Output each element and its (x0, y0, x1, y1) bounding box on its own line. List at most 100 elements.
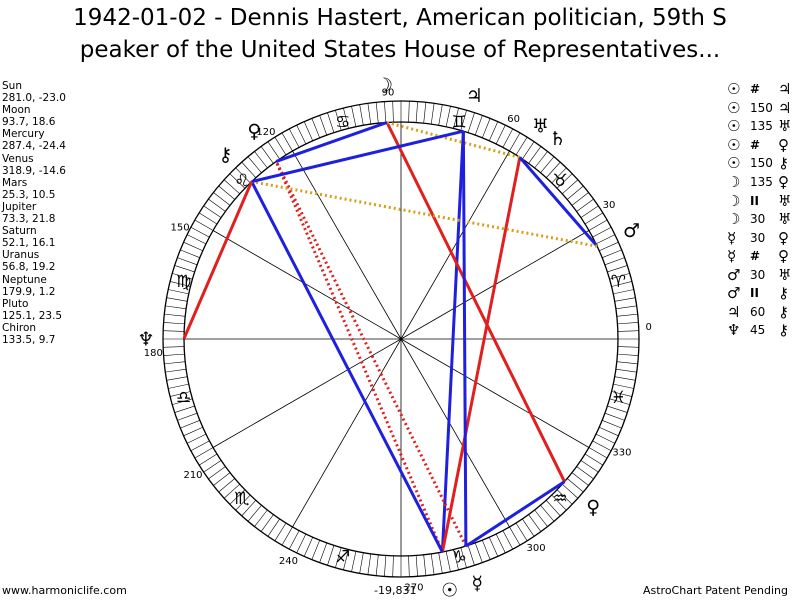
zodiac-sign-glyph: ♒ (552, 489, 567, 509)
degree-tick (617, 330, 639, 332)
degree-tick (166, 376, 188, 381)
degree-tick (595, 234, 616, 245)
aspect-planet-1: ☉ (727, 135, 741, 154)
degree-tick (438, 552, 443, 574)
planet-glyph: ☽ (376, 75, 393, 97)
degree-tick (213, 472, 231, 486)
degree-tick (166, 297, 188, 302)
degree-tick (281, 132, 293, 152)
aspect-planet-1: ♃ (727, 302, 741, 321)
degree-tick (617, 353, 639, 356)
planet-name-saturn: Saturn (2, 225, 37, 238)
aspect-row: ☽ 135 ♀ (727, 173, 791, 192)
degree-tick (384, 555, 387, 577)
planet-name-chiron: Chiron (2, 321, 37, 334)
house-spoke (292, 338, 402, 528)
aspect-line (274, 160, 468, 547)
degree-tick (186, 433, 207, 444)
degree-tick (534, 509, 548, 527)
degree-label: 120 (256, 127, 275, 138)
degree-tick (599, 241, 619, 252)
planet-coords-uranus: 56.8, 19.2 (2, 261, 56, 274)
planet-name-jupiter: Jupiter (2, 200, 37, 213)
degree-tick (180, 249, 200, 258)
degree-tick (186, 234, 207, 245)
degree-tick (296, 124, 307, 145)
degree-tick (229, 173, 246, 189)
degree-tick (267, 141, 280, 160)
degree-tick (169, 281, 191, 287)
aspect-planet-1: ☉ (727, 80, 741, 99)
degree-tick (445, 551, 451, 572)
aspect-angle: 135 (750, 175, 773, 189)
degree-tick (567, 478, 584, 493)
degree-tick (576, 466, 594, 480)
degree-tick (522, 141, 535, 160)
planet-coords-moon: 93.7, 18.6 (2, 116, 56, 129)
degree-tick (311, 118, 320, 138)
degree-tick (617, 322, 639, 325)
aspect-planet-2: ♃ (778, 80, 792, 99)
degree-tick (281, 526, 293, 546)
aspect-planet-1: ☉ (727, 98, 741, 117)
degree-tick (343, 107, 349, 129)
degree-tick (592, 440, 612, 451)
aspect-angle: 135 (750, 119, 773, 134)
aspect-planet-1: ☿ (727, 228, 737, 247)
zodiac-sign-glyph: ♎ (176, 388, 191, 408)
planet-coords-mercury: 287.4, -24.4 (2, 140, 66, 153)
degree-label: 180 (144, 348, 163, 359)
degree-label: 150 (170, 222, 189, 233)
aspect-planet-2: ♀ (778, 228, 789, 247)
aspect-planet-2: ♅ (778, 191, 792, 210)
degree-label: 90 (382, 87, 395, 98)
aspect-angle: 30 (750, 267, 766, 282)
degree-tick (164, 313, 186, 317)
degree-tick (375, 554, 379, 576)
planet-coords-neptune: 179.9, 1.2 (2, 285, 56, 298)
aspect-line (440, 157, 522, 553)
aspect-row: ☉ 135 ♅ (727, 117, 791, 136)
planet-coords-jupiter: 73.3, 21.8 (2, 213, 56, 226)
degree-tick (614, 297, 636, 302)
aspect-planet-2: ♅ (778, 117, 792, 136)
degree-tick (359, 104, 364, 126)
zodiac-sign-glyph: ♍ (176, 272, 191, 292)
degree-tick (551, 167, 567, 184)
degree-tick (223, 483, 240, 499)
zodiac-glyphs: ♈ ♉ ♊ ♋ ♌ ♍ ♎ ♏ ♐ ♑ ♒ ♓ (176, 113, 626, 568)
degree-tick (392, 555, 394, 577)
aspect-line (274, 160, 444, 553)
degree-tick (235, 494, 251, 511)
degree-tick (551, 494, 567, 511)
degree-tick (194, 219, 214, 231)
degree-tick (177, 257, 198, 266)
aspect-row: ☽ 30 ♅ (727, 210, 791, 229)
aspect-row: ☽ II ♅ (727, 191, 791, 210)
degree-tick (327, 545, 335, 566)
degree-tick (319, 115, 328, 136)
degree-tick (194, 447, 214, 459)
aspect-row: ☉ # ♃ (727, 80, 791, 99)
planet-glyph: ♄ (549, 128, 566, 150)
degree-tick (509, 526, 521, 546)
degree-label: 60 (507, 114, 520, 125)
degree-tick (614, 376, 636, 381)
degree-tick (616, 361, 638, 365)
degree-tick (172, 273, 193, 280)
footer-website[interactable]: www.harmoniclife.com (2, 584, 127, 597)
degree-tick (163, 346, 185, 348)
chart-title-line-2: peaker of the United States House of Rep… (79, 37, 721, 63)
degree-tick (453, 549, 459, 571)
degree-tick (351, 106, 357, 127)
zodiac-sign-glyph: ♈ (611, 272, 626, 292)
degree-tick (303, 121, 314, 141)
degree-tick (495, 533, 506, 554)
degree-tick (604, 412, 625, 421)
degree-tick (254, 151, 268, 169)
degree-tick (408, 101, 410, 123)
degree-tick (545, 500, 561, 517)
aspect-row: ☉ # ♀ (727, 136, 791, 155)
degree-labels: 0 30 60 90 120 150 180 210 240 270 300 330 (144, 87, 652, 593)
